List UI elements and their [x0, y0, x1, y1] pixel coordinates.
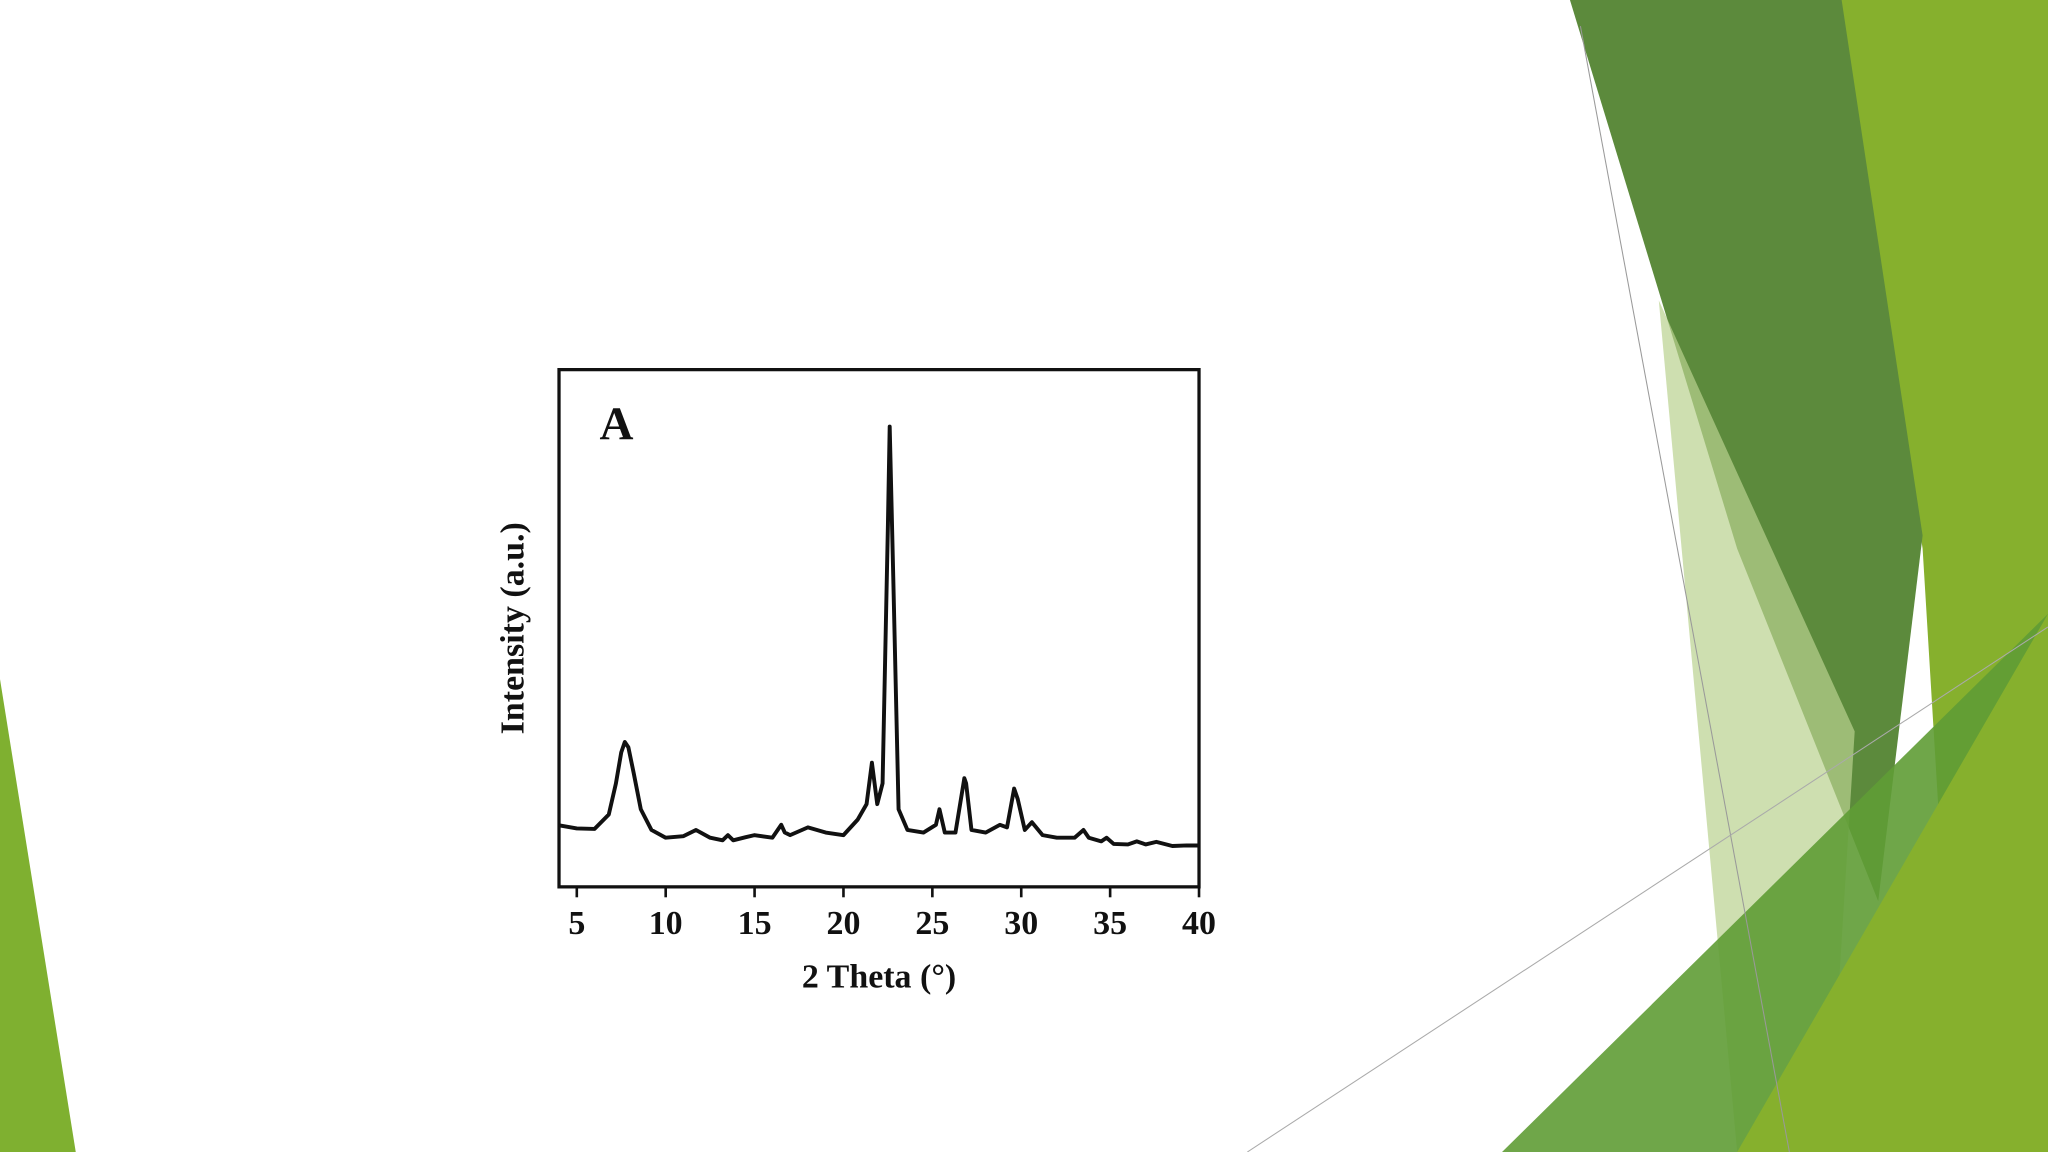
x-axis-label: 2 Theta (°)	[802, 958, 956, 995]
panel-label: A	[600, 398, 634, 450]
x-tick-label: 15	[738, 905, 772, 942]
bottom-right-shape	[1737, 613, 2048, 1152]
plot-frame	[557, 367, 1201, 889]
data-line	[558, 424, 1200, 848]
x-tick-label: 10	[649, 905, 683, 942]
y-axis-label: Intensity (a.u.)	[495, 522, 532, 734]
left-shape	[0, 679, 76, 1152]
dark-shape	[1569, 0, 1923, 902]
x-tick-label: 5	[568, 905, 585, 942]
thin-line	[1247, 626, 2048, 1153]
x-tick-label: 20	[826, 905, 860, 942]
thin-line	[1579, 26, 1790, 1153]
x-tick-label: 30	[1004, 905, 1038, 942]
x-tick-label: 40	[1182, 905, 1216, 942]
x-tick-label: 35	[1093, 905, 1127, 942]
x-tick-label: 25	[915, 905, 949, 942]
